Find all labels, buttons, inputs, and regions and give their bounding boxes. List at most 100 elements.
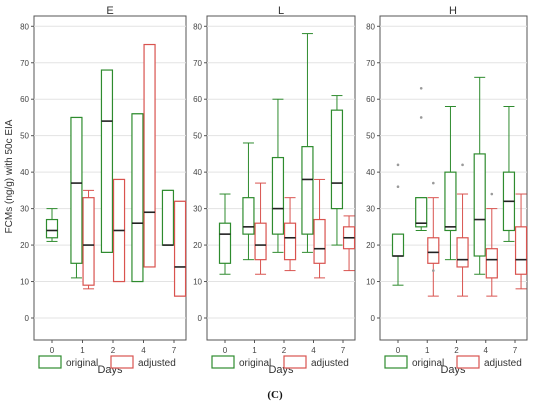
- box-iqr: [301, 146, 314, 235]
- y-tick-label: 40: [366, 168, 375, 177]
- box-iqr: [313, 218, 326, 264]
- panel-title: H: [449, 5, 457, 17]
- y-tick-label: 60: [20, 95, 29, 104]
- box-adjusted-day-4: [313, 178, 326, 279]
- y-tick-label: 40: [20, 168, 29, 177]
- box-iqr: [456, 237, 469, 268]
- x-tick-label: 4: [484, 346, 489, 355]
- outlier-point: [461, 163, 464, 167]
- y-tick-label: 40: [193, 168, 202, 177]
- x-tick-label: 4: [141, 346, 146, 355]
- box-original-day-7: [502, 106, 516, 242]
- box-iqr: [391, 233, 405, 257]
- y-tick-label: 50: [193, 132, 202, 141]
- box-adjusted-day-7: [514, 193, 528, 290]
- y-tick-label: 60: [193, 95, 202, 104]
- y-tick-label: 80: [20, 22, 29, 31]
- x-tick-label: 7: [172, 346, 177, 355]
- box-iqr: [283, 222, 297, 261]
- box-iqr: [143, 43, 156, 268]
- x-tick-label: 1: [80, 346, 85, 355]
- box-iqr: [485, 248, 498, 279]
- x-tick-label: 1: [425, 346, 430, 355]
- box-adjusted-day-2: [283, 197, 297, 272]
- x-tick-label: 2: [454, 346, 459, 355]
- box-iqr: [427, 237, 440, 264]
- box-iqr: [161, 189, 175, 246]
- figure-caption: (C): [267, 389, 283, 401]
- box-adjusted-day-4: [143, 43, 156, 268]
- y-tick-label: 80: [193, 22, 202, 31]
- legend-swatch-original: [211, 355, 235, 369]
- y-axis-label: FCMs (ng/g) with 50c EIA: [4, 119, 15, 233]
- outlier-point: [419, 116, 423, 119]
- outlier-point: [490, 192, 494, 196]
- box-iqr: [514, 226, 528, 275]
- box-iqr: [415, 197, 428, 228]
- box-iqr: [131, 113, 144, 283]
- box-adjusted-day-1: [82, 189, 95, 290]
- box-original-day-2: [271, 98, 285, 253]
- legend-label-original: original: [412, 358, 444, 369]
- y-tick-label: 10: [193, 278, 202, 287]
- legend-label-adjusted: adjusted: [311, 358, 349, 369]
- legend: original adjusted: [384, 355, 522, 369]
- box-original-day-2: [100, 69, 114, 253]
- box-adjusted-day-2: [456, 163, 469, 297]
- box-original-day-7: [161, 189, 175, 246]
- box-original-day-1: [415, 86, 428, 231]
- outlier-point: [432, 181, 435, 185]
- box-iqr: [473, 153, 486, 257]
- outlier-point: [432, 269, 435, 272]
- box-original-day-0: [391, 163, 405, 286]
- y-tick-label: 60: [366, 95, 375, 104]
- y-tick-label: 10: [20, 278, 29, 287]
- x-tick-label: 1: [252, 346, 257, 355]
- box-original-day-7: [330, 95, 344, 246]
- panel-title: L: [278, 5, 284, 17]
- y-tick-label: 30: [193, 205, 202, 214]
- box-iqr: [173, 200, 187, 297]
- box-iqr: [330, 109, 344, 210]
- legend-swatch-adjusted: [110, 355, 134, 369]
- box-original-day-4: [301, 33, 314, 253]
- box-original-day-0: [218, 193, 232, 275]
- legend-swatch-original: [38, 355, 62, 369]
- box-iqr: [45, 218, 59, 239]
- box-adjusted-day-1: [254, 182, 267, 275]
- box-adjusted-day-7: [342, 215, 356, 272]
- box-iqr: [218, 222, 232, 264]
- legend-label-original: original: [239, 358, 271, 369]
- y-tick-label: 80: [366, 22, 375, 31]
- box-original-day-4: [473, 76, 486, 275]
- box-iqr: [70, 116, 83, 264]
- x-tick-label: 4: [311, 346, 316, 355]
- x-tick-label: 7: [341, 346, 346, 355]
- box-adjusted-day-2: [112, 178, 126, 283]
- box-adjusted-day-4: [485, 192, 498, 297]
- box-original-day-1: [70, 116, 83, 279]
- x-tick-label: 2: [282, 346, 287, 355]
- box-original-day-2: [444, 106, 457, 261]
- outlier-point: [396, 163, 400, 167]
- y-tick-label: 0: [198, 314, 203, 323]
- legend-label-original: original: [66, 358, 98, 369]
- legend-label-adjusted: adjusted: [138, 358, 176, 369]
- y-tick-label: 0: [25, 314, 30, 323]
- legend-swatch-adjusted: [283, 355, 307, 369]
- outlier-point: [396, 185, 400, 189]
- legend-swatch-adjusted: [456, 355, 480, 369]
- box-iqr: [444, 171, 457, 232]
- x-tick-label: 2: [111, 346, 116, 355]
- legend-label-adjusted: adjusted: [484, 358, 522, 369]
- legend-swatch-original: [384, 355, 408, 369]
- box-iqr: [271, 156, 285, 235]
- legend: original adjusted: [38, 355, 176, 369]
- y-tick-label: 30: [20, 205, 29, 214]
- box-iqr: [100, 69, 114, 253]
- y-tick-label: 70: [366, 59, 375, 68]
- x-tick-label: 0: [50, 346, 55, 355]
